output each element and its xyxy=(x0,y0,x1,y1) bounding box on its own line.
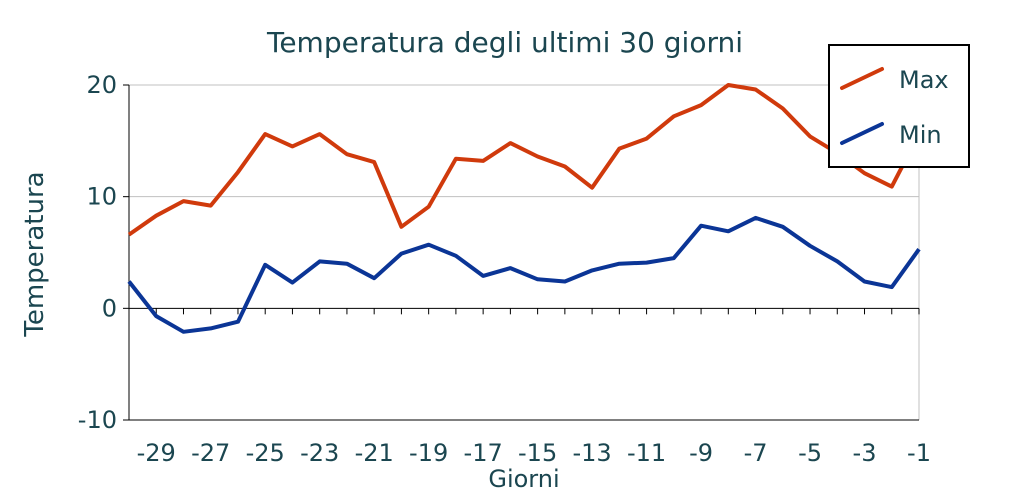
x-tick-label: -11 xyxy=(627,439,666,467)
legend-swatch-max xyxy=(840,67,884,90)
x-tick-label: -19 xyxy=(409,439,448,467)
axes xyxy=(128,85,920,421)
x-ticks: -29 -27 -25 -23 -21 -19 -17 -15 -13 -11 -9 -7 -5 -3 -1 xyxy=(128,308,931,467)
chart-title: Temperatura degli ultimi 30 giorni xyxy=(266,26,743,59)
x-tick-label: -9 xyxy=(689,439,713,467)
x-tick-label: -23 xyxy=(300,439,339,467)
y-tick-label: -10 xyxy=(78,406,117,434)
y-tick-label: 10 xyxy=(86,183,117,211)
y-axis-label: Temperatura xyxy=(20,171,50,337)
x-tick-label: -7 xyxy=(744,439,768,467)
x-tick-label: -29 xyxy=(137,439,176,467)
gridlines xyxy=(129,84,919,421)
x-tick-label: -25 xyxy=(246,439,285,467)
x-tick-label: -17 xyxy=(464,439,503,467)
x-axis-label: Giorni xyxy=(488,465,559,493)
x-tick-label: -3 xyxy=(853,439,877,467)
x-tick-label: -27 xyxy=(191,439,230,467)
series-line-max xyxy=(127,83,921,237)
x-tick-label: -15 xyxy=(518,439,557,467)
y-tick-label: 0 xyxy=(102,294,117,322)
x-tick-label: -13 xyxy=(573,439,612,467)
x-tick-label: -5 xyxy=(798,439,822,467)
legend-box xyxy=(828,44,970,168)
legend: Max Min xyxy=(828,44,970,168)
legend-label-min: Min xyxy=(899,121,942,149)
series-lines xyxy=(127,83,921,334)
series-line-min xyxy=(127,215,921,334)
legend-label-max: Max xyxy=(899,66,949,94)
y-tick-label: 20 xyxy=(86,71,117,99)
legend-swatch-min xyxy=(840,122,884,145)
x-tick-label: -21 xyxy=(355,439,394,467)
y-ticks: -10 0 10 20 xyxy=(78,71,129,434)
x-tick-label: -1 xyxy=(907,439,931,467)
